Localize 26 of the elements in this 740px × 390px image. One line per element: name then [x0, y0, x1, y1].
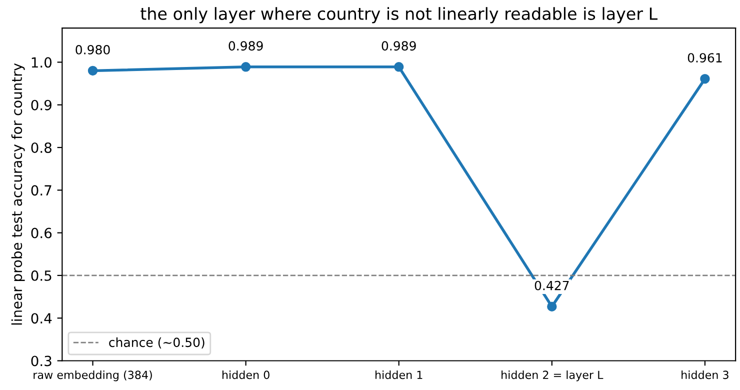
x-tick-label: hidden 2 = layer L — [502, 370, 604, 382]
data-label: 0.961 — [688, 53, 722, 63]
data-label: 0.989 — [228, 41, 263, 51]
y-tick-label: 0.9 — [31, 100, 52, 110]
y-axis-title: linear probe test accuracy for country — [11, 63, 25, 325]
data-label: 0.989 — [382, 41, 416, 51]
y-tick-label: 0.6 — [31, 228, 52, 238]
legend-label: chance (~0.50) — [109, 337, 204, 349]
data-label: 0.980 — [76, 44, 110, 54]
x-tick-label: hidden 3 — [682, 370, 728, 380]
y-tick-label: 0.3 — [31, 356, 52, 366]
y-tick-label: 0.5 — [31, 270, 52, 281]
y-tick-label: 0.7 — [31, 185, 52, 196]
point — [240, 62, 251, 72]
x-tick-label: hidden 1 — [376, 370, 422, 380]
x-tick-label: raw embedding (384) — [34, 370, 152, 382]
point — [394, 62, 404, 72]
x-tick-label: hidden 0 — [222, 370, 270, 380]
data-label: 0.427 — [534, 280, 569, 290]
y-tick-label: 0.4 — [31, 313, 52, 324]
point — [88, 66, 98, 76]
chart-title: the only layer where country is not linearly readable is layer L — [140, 7, 658, 24]
y-tick-label: 1.0 — [32, 57, 52, 68]
point — [700, 74, 710, 84]
y-tick-label: 0.8 — [31, 142, 52, 153]
point — [547, 302, 557, 312]
